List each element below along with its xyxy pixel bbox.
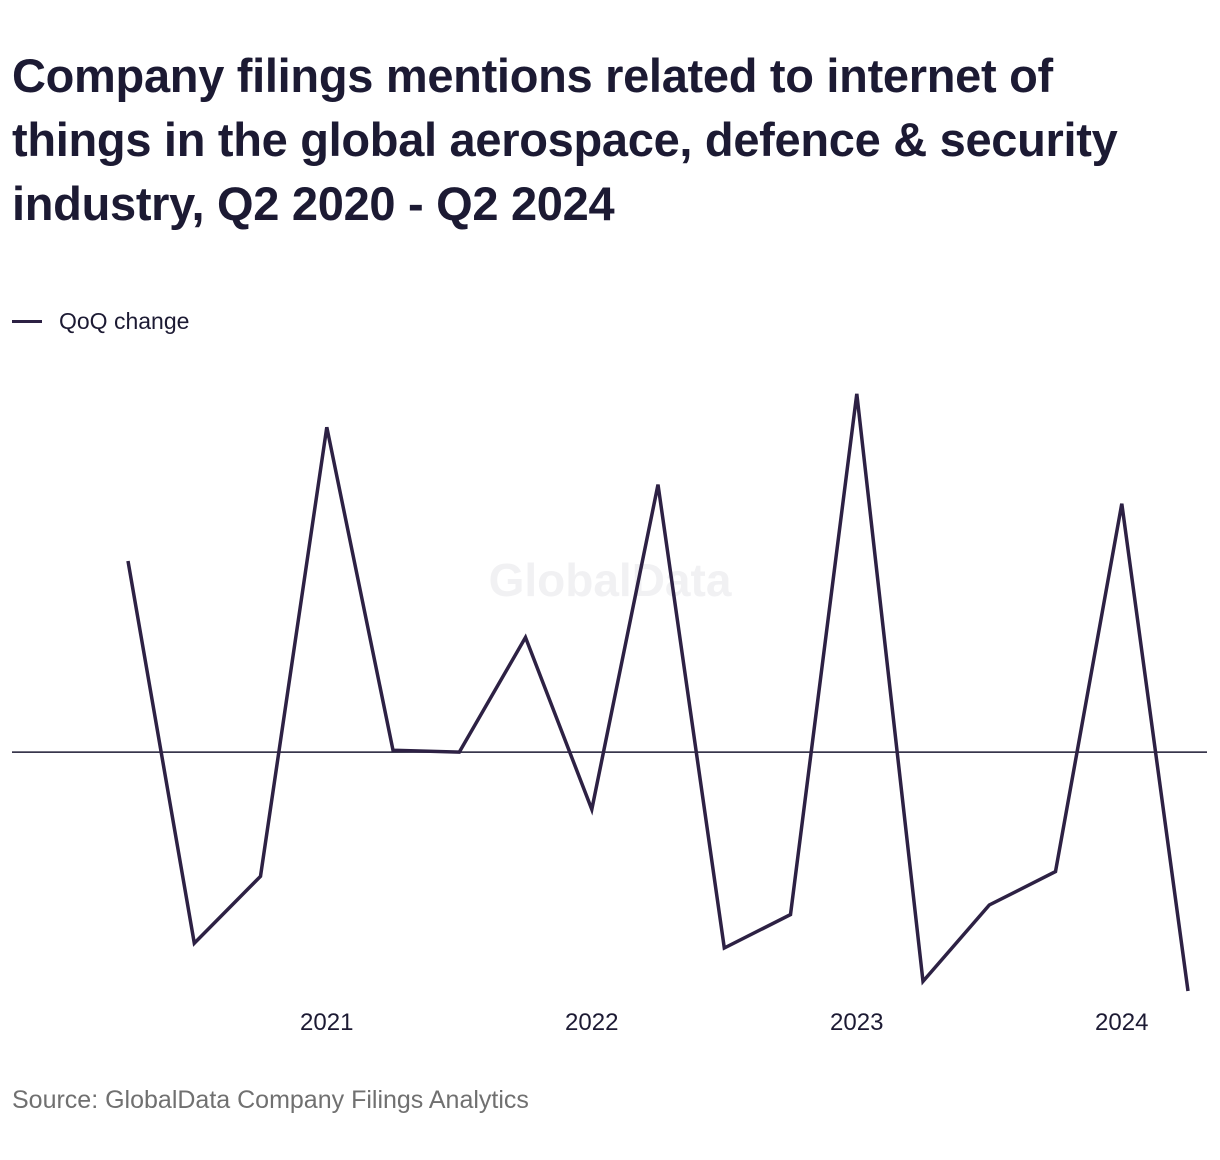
- watermark: GlobalData: [489, 554, 732, 606]
- chart-title: Company filings mentions related to inte…: [12, 49, 1118, 230]
- series-line-0: [126, 393, 1190, 992]
- legend-swatch: [12, 319, 42, 323]
- x-tick-label: 2024: [1095, 1009, 1148, 1036]
- x-tick-label: 2021: [300, 1009, 353, 1036]
- x-tick-label: 2022: [565, 1009, 618, 1036]
- series-group: [126, 393, 1190, 992]
- x-tick-label: 2023: [830, 1009, 883, 1036]
- legend: QoQ change: [12, 306, 189, 336]
- legend-label: QoQ change: [59, 307, 190, 334]
- x-axis-ticks: 2021 2022 2023 2024: [300, 1009, 1148, 1036]
- source-note: Source: GlobalData Company Filings Analy…: [12, 1086, 529, 1114]
